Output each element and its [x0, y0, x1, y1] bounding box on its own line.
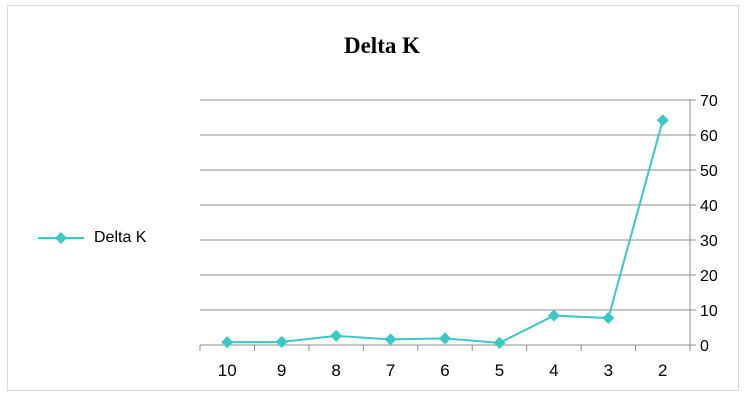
- data-point: [602, 312, 615, 325]
- chart-title: Delta K: [343, 33, 420, 58]
- y-tick-label: 20: [700, 268, 718, 285]
- x-tick-label: 5: [495, 361, 504, 380]
- x-tick-label: 10: [218, 361, 237, 380]
- chart-frame: [7, 5, 739, 391]
- y-tick-label: 60: [700, 128, 718, 145]
- legend-marker: [38, 228, 84, 248]
- y-tick-label: 70: [700, 93, 718, 110]
- legend-label: Delta K: [94, 229, 147, 246]
- y-tick-label: 30: [700, 233, 718, 250]
- data-point: [493, 336, 506, 349]
- y-tick-label: 10: [700, 303, 718, 320]
- x-tick-label: 8: [331, 361, 340, 380]
- data-point: [656, 114, 669, 127]
- data-point: [330, 329, 343, 342]
- y-tick-label: 0: [700, 338, 709, 355]
- y-tick-label: 40: [700, 198, 718, 215]
- data-point: [439, 332, 451, 345]
- x-tick-label: 2: [658, 361, 667, 380]
- data-point: [384, 333, 397, 346]
- x-tick-label: 7: [386, 361, 395, 380]
- legend: Delta K: [38, 228, 146, 248]
- x-tick-label: 9: [277, 361, 286, 380]
- x-tick-label: 4: [549, 361, 558, 380]
- y-tick-label: 50: [700, 163, 718, 180]
- data-point: [547, 309, 560, 322]
- x-tick-label: 6: [440, 361, 449, 380]
- data-point: [221, 336, 234, 349]
- data-point: [275, 335, 288, 348]
- x-tick-label: 3: [604, 361, 613, 380]
